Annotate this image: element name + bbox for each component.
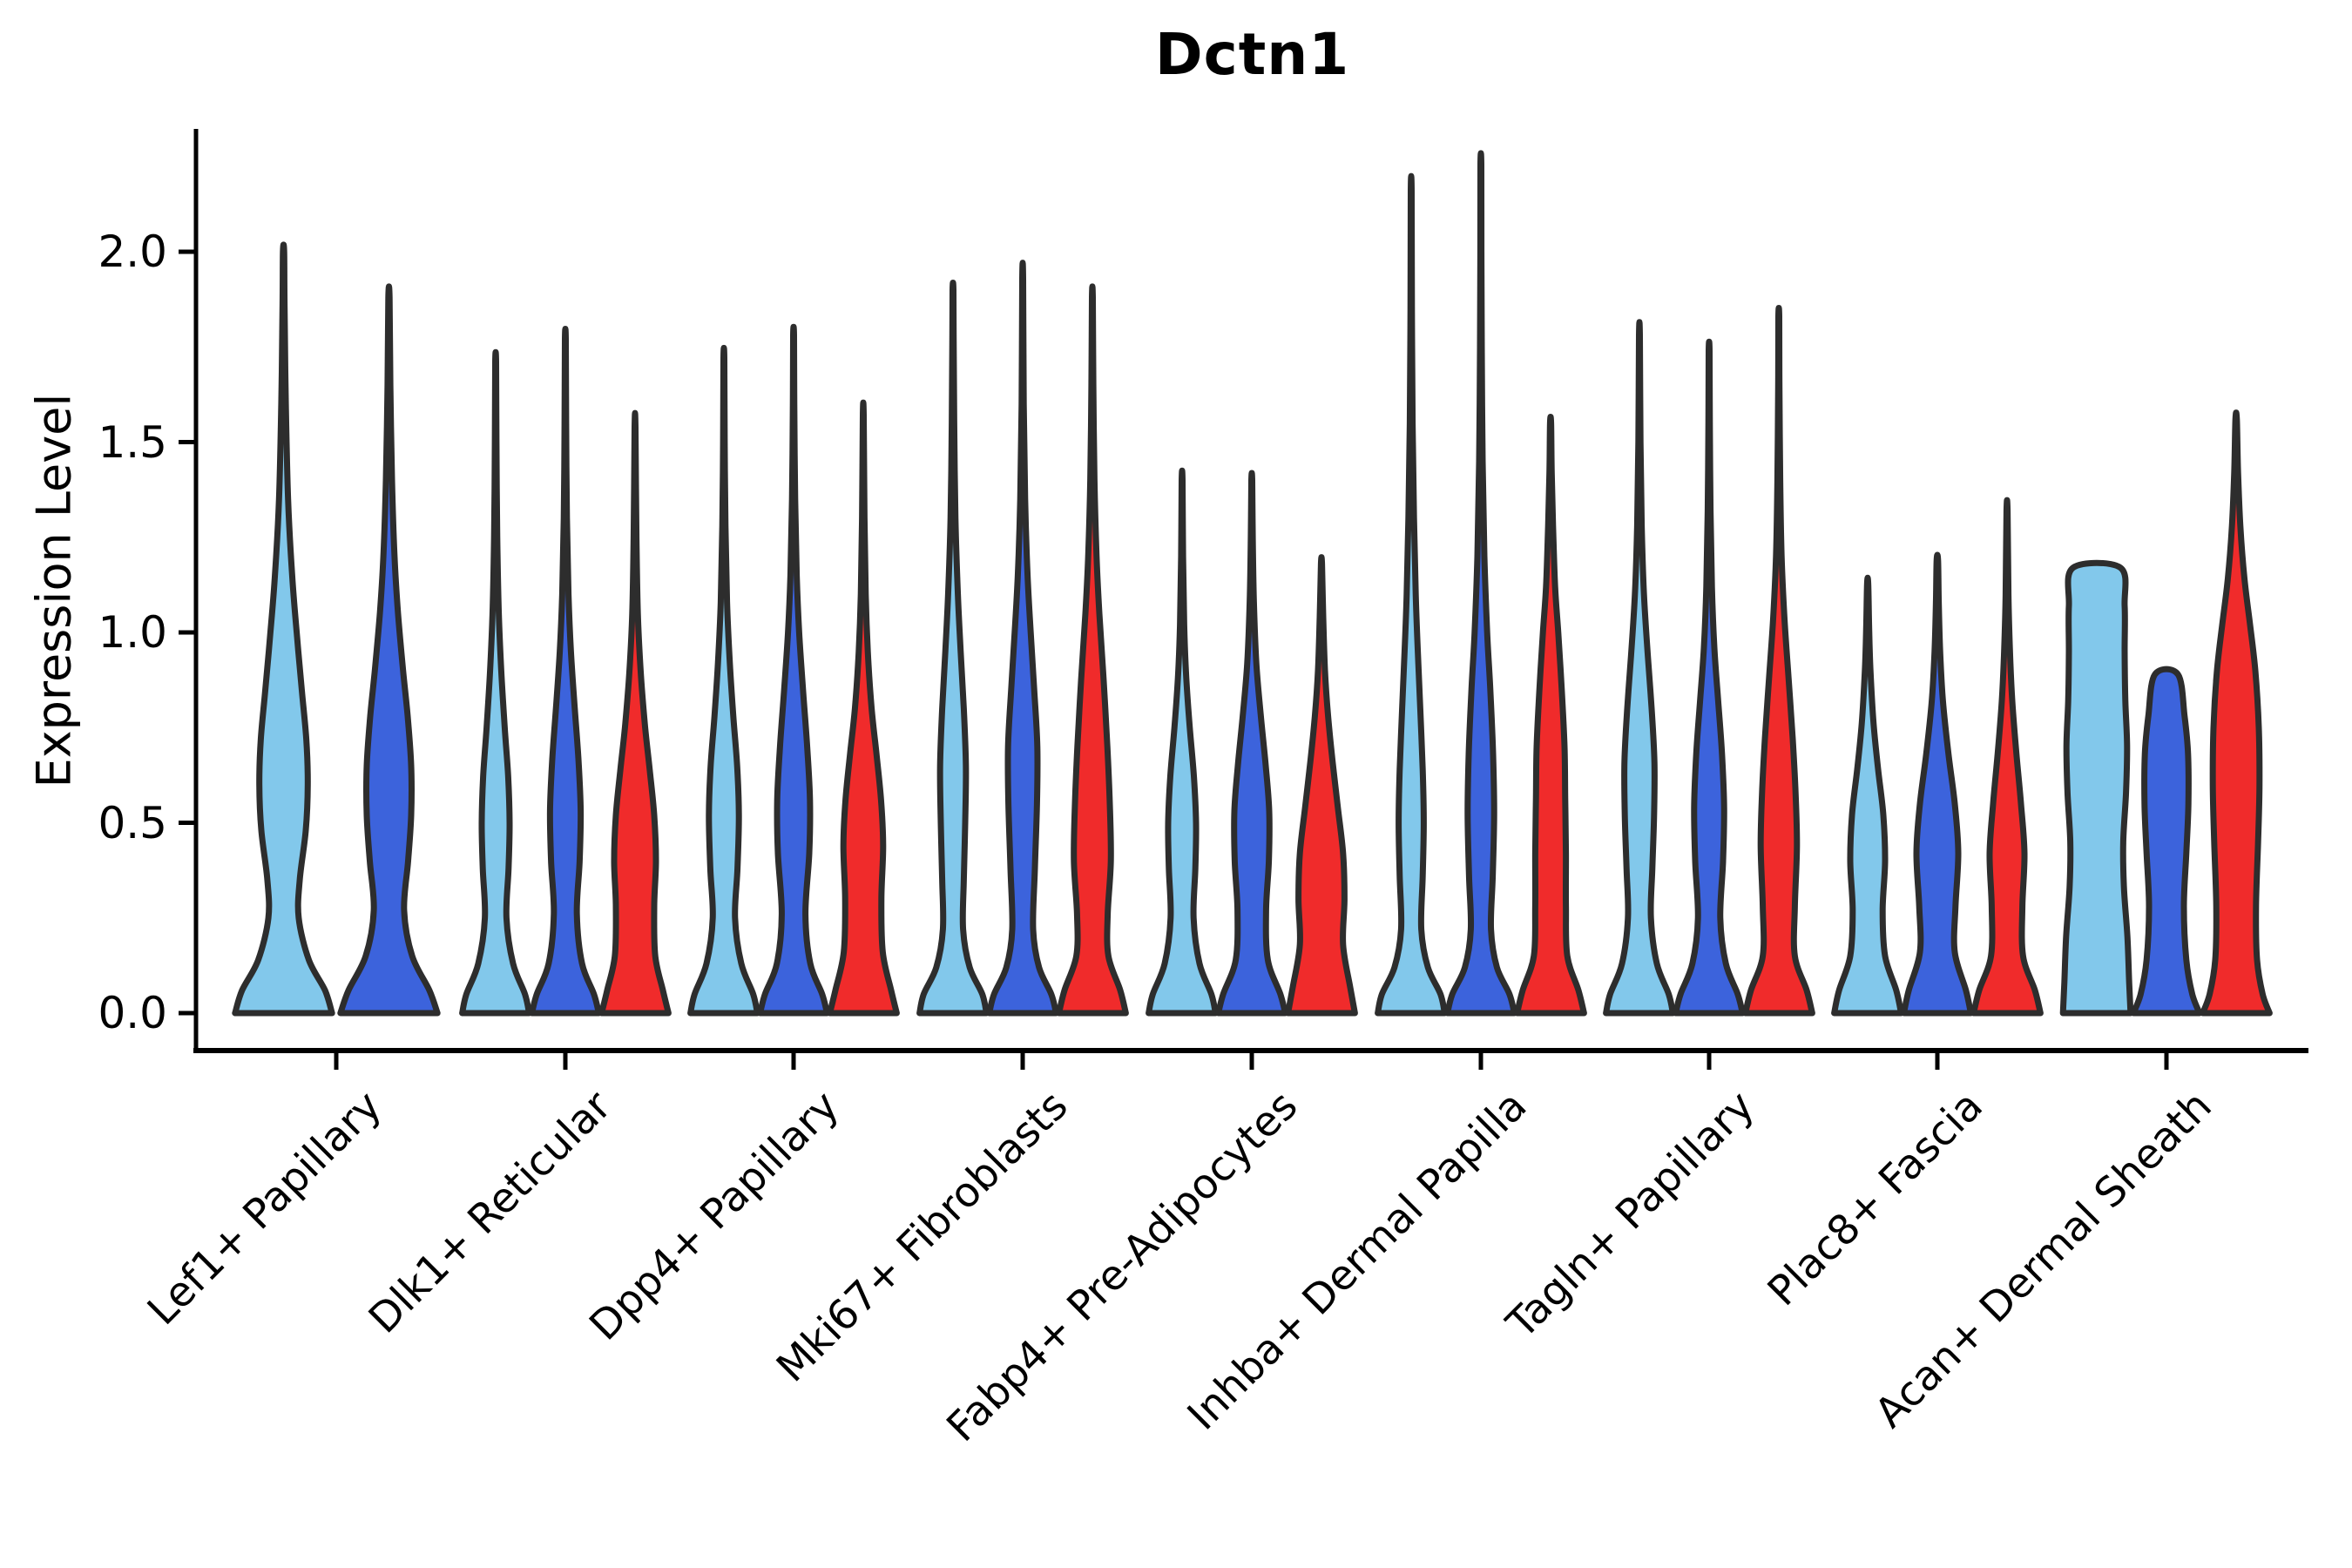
y-tick-label: 2.0 (98, 226, 167, 277)
violin-fabp4-pre-adipocytes-red (1285, 554, 1358, 1017)
violin-dpp4-papillary-dark_blue (757, 323, 830, 1017)
violin-fabp4-pre-adipocytes-light_blue (1146, 467, 1219, 1017)
violin-inhba-dermal-papilla-dark_blue (1444, 150, 1517, 1017)
y-tick-label: 0.0 (98, 988, 167, 1038)
violin-mki67-fibroblasts-red (1056, 283, 1129, 1017)
violin-acan-dermal-sheath-light_blue (2059, 559, 2134, 1017)
violin-plac8-fascia-dark_blue (1901, 551, 1974, 1017)
violin-mki67-fibroblasts-dark_blue (986, 260, 1059, 1017)
violin-dpp4-papillary-red (827, 399, 900, 1017)
y-tick-label: 0.5 (98, 797, 167, 848)
violin-inhba-dermal-papilla-red (1514, 414, 1587, 1017)
y-tick-label: 1.0 (98, 607, 167, 658)
violin-acan-dermal-sheath-dark_blue (2130, 666, 2203, 1017)
violin-tagln-papillary-light_blue (1603, 319, 1676, 1017)
violin-acan-dermal-sheath-red (2200, 409, 2273, 1017)
violin-dlk1-reticular-red (598, 409, 672, 1017)
violin-dlk1-reticular-dark_blue (529, 326, 602, 1017)
violin-mki67-fibroblasts-light_blue (916, 280, 990, 1017)
violin-tagln-papillary-red (1742, 304, 1815, 1017)
violin-inhba-dermal-papilla-light_blue (1375, 172, 1448, 1017)
violin-dpp4-papillary-light_blue (687, 344, 760, 1017)
violin-fabp4-pre-adipocytes-dark_blue (1215, 470, 1288, 1017)
violin-lef1-papillary-light_blue (232, 241, 335, 1017)
violin-plac8-fascia-light_blue (1831, 574, 1904, 1017)
plot-title: Dctn1 (1154, 21, 1350, 88)
violin-plac8-fascia-red (1970, 497, 2044, 1017)
y-tick-label: 1.5 (98, 416, 167, 468)
violin-tagln-papillary-dark_blue (1673, 338, 1746, 1017)
violin-lef1-papillary-dark_blue (337, 283, 441, 1017)
violin-dlk1-reticular-light_blue (459, 348, 532, 1017)
